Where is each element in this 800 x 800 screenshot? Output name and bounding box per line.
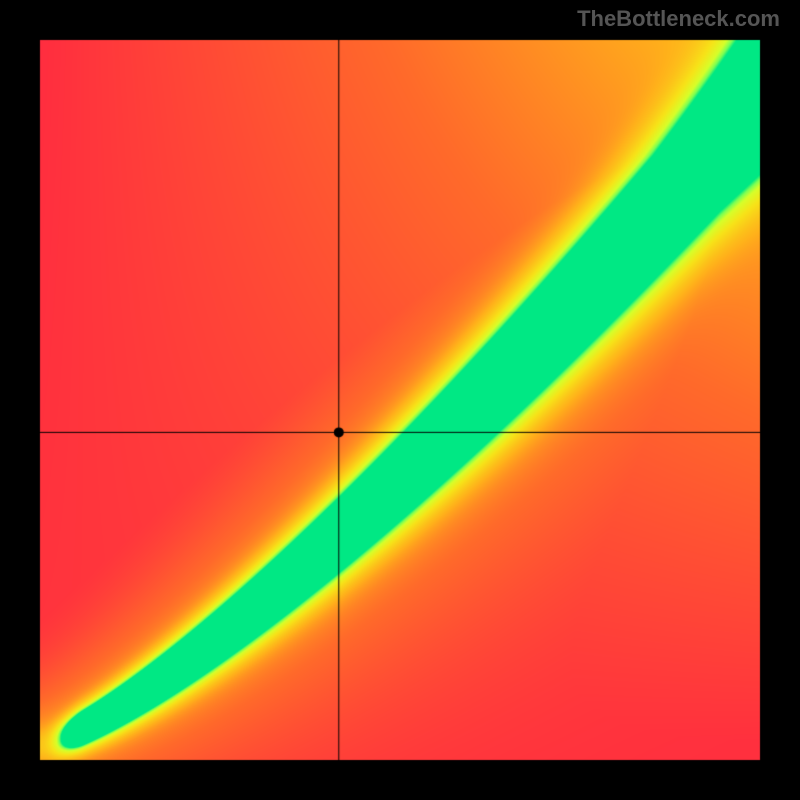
chart-container: TheBottleneck.com bbox=[0, 0, 800, 800]
heatmap-canvas bbox=[0, 0, 800, 800]
watermark-text: TheBottleneck.com bbox=[577, 6, 780, 32]
